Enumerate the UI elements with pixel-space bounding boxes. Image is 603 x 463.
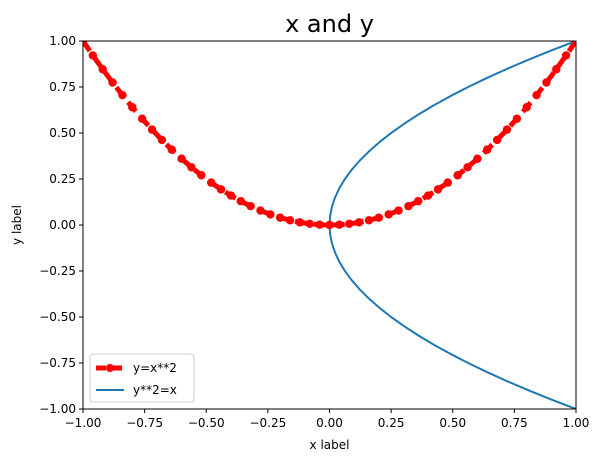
y-tick-label: 1.00 <box>49 34 76 48</box>
data-point-y-equals-x-squared <box>335 220 344 229</box>
x-tick-label: 0.25 <box>378 416 405 430</box>
data-point-y-equals-x-squared <box>463 163 472 172</box>
data-point-y-equals-x-squared <box>118 90 127 100</box>
data-point-y-equals-x-squared <box>83 41 88 46</box>
x-tick-label: −0.25 <box>249 416 286 430</box>
ticks-layer: −1.00 −0.75 −0.50 −0.25 0.00 0.25 0.50 0.75 1.00… <box>39 34 589 430</box>
data-point-y-equals-x-squared <box>423 191 433 200</box>
data-point-y-equals-x-squared <box>414 196 423 206</box>
data-point-y-equals-x-squared <box>561 51 571 60</box>
data-point-y-equals-x-squared <box>256 206 265 215</box>
data-point-y-equals-x-squared <box>98 65 107 74</box>
data-point-y-equals-x-squared <box>364 216 374 225</box>
y-tick-label: −0.50 <box>39 310 76 324</box>
data-point-y-equals-x-squared <box>108 78 117 87</box>
y-axis-label: y label <box>10 205 24 245</box>
data-point-y-equals-x-squared <box>404 201 413 211</box>
chart-title: x and y <box>285 10 374 38</box>
data-point-y-equals-x-squared <box>483 145 492 154</box>
data-point-y-equals-x-squared <box>542 78 551 87</box>
data-point-y-equals-x-squared <box>187 163 196 172</box>
data-point-y-equals-x-squared <box>512 114 522 123</box>
y-tick-label: 0.50 <box>49 126 76 140</box>
data-point-y-equals-x-squared <box>216 185 226 194</box>
data-point-y-equals-x-squared <box>492 135 502 145</box>
y-tick-label: 0.75 <box>49 80 76 94</box>
data-point-y-equals-x-squared <box>473 154 482 163</box>
legend-swatch-marker-0 <box>106 364 114 372</box>
data-point-y-equals-x-squared <box>137 114 147 123</box>
data-point-y-equals-x-squared <box>552 65 561 74</box>
data-point-y-equals-x-squared <box>532 90 541 100</box>
data-point-y-equals-x-squared <box>276 213 285 222</box>
data-point-y-equals-x-squared <box>453 171 462 180</box>
y-tick-label: 0.00 <box>49 218 76 232</box>
data-point-y-equals-x-squared <box>197 171 206 180</box>
data-point-y-equals-x-squared <box>236 196 245 206</box>
x-tick-label: 0.50 <box>439 416 466 430</box>
data-point-y-equals-x-squared <box>246 201 255 211</box>
data-point-y-equals-x-squared <box>443 178 453 187</box>
series-layer <box>83 41 576 409</box>
data-point-y-equals-x-squared <box>177 154 186 163</box>
data-point-y-equals-x-squared <box>502 125 512 134</box>
plot-frame <box>82 40 577 410</box>
data-point-y-equals-x-squared <box>522 103 531 112</box>
data-point-y-equals-x-squared <box>226 191 236 200</box>
data-point-y-equals-x-squared <box>285 216 295 225</box>
y-tick-label: 0.25 <box>49 172 76 186</box>
data-point-y-equals-x-squared <box>305 219 314 229</box>
x-tick-label: 1.00 <box>563 416 590 430</box>
legend-label-0: y=x**2 <box>133 361 177 375</box>
x-tick-label: −1.00 <box>65 416 102 430</box>
legend: y=x**2 y**2=x <box>89 353 195 403</box>
y-tick-label: −1.00 <box>39 402 76 416</box>
x-tick-label: 0.00 <box>316 416 343 430</box>
data-point-y-equals-x-squared <box>88 51 98 60</box>
x-axis-label: x label <box>310 438 350 452</box>
data-point-y-equals-x-squared <box>157 135 167 145</box>
data-point-y-equals-x-squared <box>128 103 137 112</box>
data-point-y-equals-x-squared <box>315 220 324 229</box>
data-point-y-equals-x-squared <box>325 220 334 230</box>
data-point-y-equals-x-squared <box>345 219 354 229</box>
data-point-y-equals-x-squared <box>394 206 403 215</box>
data-point-y-equals-x-squared <box>433 185 443 194</box>
x-tick-label: −0.75 <box>126 416 163 430</box>
data-point-y-equals-x-squared <box>295 218 305 227</box>
y-tick-label: −0.25 <box>39 264 76 278</box>
y-tick-label: −0.75 <box>39 356 76 370</box>
data-point-y-equals-x-squared <box>206 178 216 187</box>
data-point-y-equals-x-squared <box>147 125 157 134</box>
data-point-y-equals-x-squared <box>167 145 176 154</box>
data-point-y-equals-x-squared <box>384 210 393 219</box>
data-point-y-equals-x-squared <box>374 213 383 222</box>
x-tick-label: 0.75 <box>501 416 528 430</box>
data-point-y-equals-x-squared <box>571 41 576 46</box>
legend-label-1: y**2=x <box>133 383 177 397</box>
data-point-y-equals-x-squared <box>354 218 364 227</box>
x-tick-label: −0.50 <box>188 416 225 430</box>
data-point-y-equals-x-squared <box>266 210 275 219</box>
